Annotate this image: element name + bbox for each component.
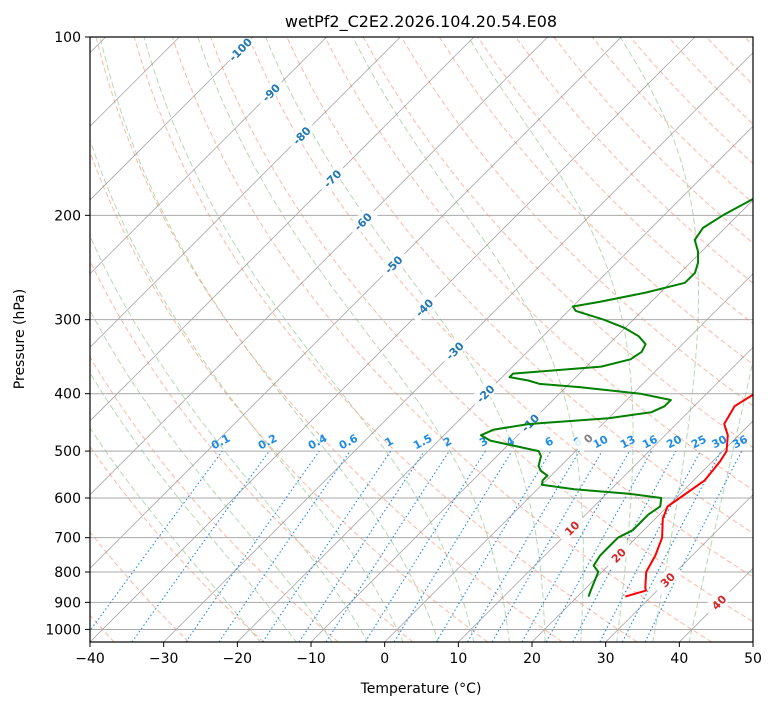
y-tick-label: 200: [54, 208, 81, 224]
x-tick-label: 20: [523, 651, 541, 667]
y-tick-label: 400: [54, 387, 81, 403]
x-tick-label: 10: [449, 651, 467, 667]
x-axis-label: Temperature (°C): [360, 681, 482, 697]
x-tick-label: −10: [296, 651, 326, 667]
x-tick-label: 30: [597, 651, 615, 667]
y-tick-label: 900: [54, 595, 81, 611]
x-tick-label: −20: [223, 651, 253, 667]
x-tick-label: −40: [75, 651, 105, 667]
y-tick-label: 300: [54, 313, 81, 329]
x-tick-label: 40: [670, 651, 688, 667]
y-tick-label: 600: [54, 491, 81, 507]
y-tick-label: 500: [54, 444, 81, 460]
y-axis-label: Pressure (hPa): [12, 289, 28, 389]
y-tick-label: 100: [54, 30, 81, 46]
y-tick-label: 1000: [45, 622, 81, 638]
chart-title: wetPf2_C2E2.2026.104.20.54.E08: [285, 12, 557, 32]
y-tick-label: 800: [54, 565, 81, 581]
x-tick-label: −30: [149, 651, 179, 667]
x-tick-label: 50: [744, 651, 762, 667]
y-tick-label: 700: [54, 531, 81, 547]
x-tick-label: 0: [380, 651, 389, 667]
